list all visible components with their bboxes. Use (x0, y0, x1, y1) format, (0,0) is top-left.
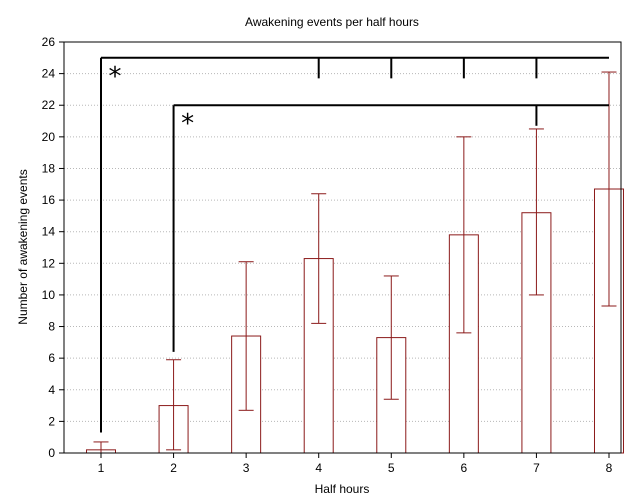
y-tick-label: 16 (42, 193, 56, 207)
x-tick-label: 7 (533, 461, 540, 475)
y-tick-label: 14 (42, 225, 56, 239)
error-bars (93, 71, 617, 454)
y-tick-label: 0 (48, 446, 55, 460)
x-tick-label: 4 (315, 461, 322, 475)
y-axis-label: Number of awakening events (16, 169, 30, 324)
significance-marker: * (181, 109, 194, 139)
x-tick-label: 3 (243, 461, 250, 475)
significance-brackets: ** (100, 56, 609, 433)
y-tick-label: 12 (42, 256, 56, 270)
x-tick-label: 2 (170, 461, 177, 475)
chart-title: Awakening events per half hours (245, 15, 419, 29)
y-tick-label: 20 (42, 130, 56, 144)
x-axis-label: Half hours (315, 482, 370, 496)
plot-frame (63, 41, 622, 454)
y-tick-label: 22 (42, 98, 56, 112)
y-tick-label: 6 (48, 351, 55, 365)
x-tick-label: 8 (606, 461, 613, 475)
bars (86, 188, 624, 454)
y-tick-label: 8 (48, 320, 55, 334)
x-axis-ticks: 1 2 3 4 5 6 7 8 (98, 453, 613, 475)
y-tick-label: 26 (42, 35, 56, 49)
x-tick-label: 6 (461, 461, 468, 475)
y-tick-label: 4 (48, 383, 55, 397)
y-tick-label: 2 (48, 414, 55, 428)
y-tick-label: 18 (42, 161, 56, 175)
x-tick-label: 5 (388, 461, 395, 475)
y-tick-label: 10 (42, 288, 56, 302)
significance-marker: * (109, 62, 122, 92)
x-tick-label: 1 (98, 461, 105, 475)
y-tick-label: 24 (42, 67, 56, 81)
